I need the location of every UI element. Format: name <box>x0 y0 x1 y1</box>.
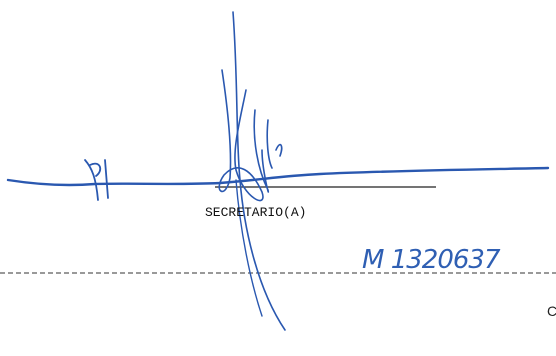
footer-fragment: C <box>547 303 556 319</box>
signature-stroke <box>218 69 264 202</box>
signature-stroke <box>253 109 283 193</box>
signature-stroke <box>84 159 109 201</box>
signature-stroke <box>235 179 263 317</box>
role-label: SECRETARIO(A) <box>205 205 306 220</box>
signature-stroke <box>6 166 550 187</box>
handwritten-code: M 1320637 <box>362 245 501 275</box>
signature <box>6 11 550 331</box>
